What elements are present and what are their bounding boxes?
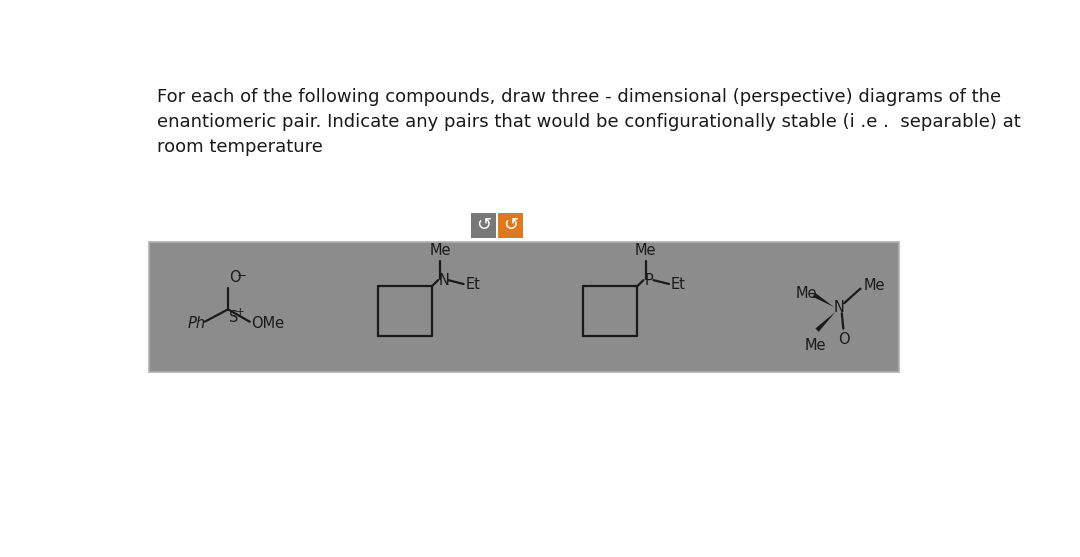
Text: Et: Et: [671, 277, 686, 292]
Text: Me: Me: [864, 278, 885, 293]
Polygon shape: [815, 312, 836, 332]
Text: Me: Me: [796, 286, 818, 301]
Text: N: N: [834, 300, 845, 315]
Text: OMe: OMe: [252, 316, 284, 331]
Text: +: +: [235, 307, 244, 317]
Text: Me: Me: [635, 243, 657, 258]
Text: O: O: [838, 332, 850, 346]
Text: N: N: [438, 272, 449, 287]
Bar: [471, 213, 496, 238]
Text: ↺: ↺: [476, 217, 491, 234]
Text: O: O: [230, 270, 241, 285]
Text: S: S: [229, 310, 239, 325]
Polygon shape: [812, 293, 834, 307]
Text: Ph: Ph: [188, 316, 206, 331]
Text: Et: Et: [465, 277, 480, 292]
Text: −: −: [237, 268, 246, 282]
Bar: [149, 242, 900, 372]
Text: room temperature: room temperature: [157, 138, 323, 155]
Text: ↺: ↺: [503, 217, 518, 234]
Text: enantiomeric pair. Indicate any pairs that would be configurationally stable (i : enantiomeric pair. Indicate any pairs th…: [157, 113, 1021, 131]
Text: Me: Me: [805, 338, 826, 353]
Text: Me: Me: [430, 243, 451, 258]
Text: P: P: [644, 272, 653, 287]
Bar: [499, 213, 524, 238]
Text: For each of the following compounds, draw three - dimensional (perspective) diag: For each of the following compounds, dra…: [157, 89, 1001, 106]
